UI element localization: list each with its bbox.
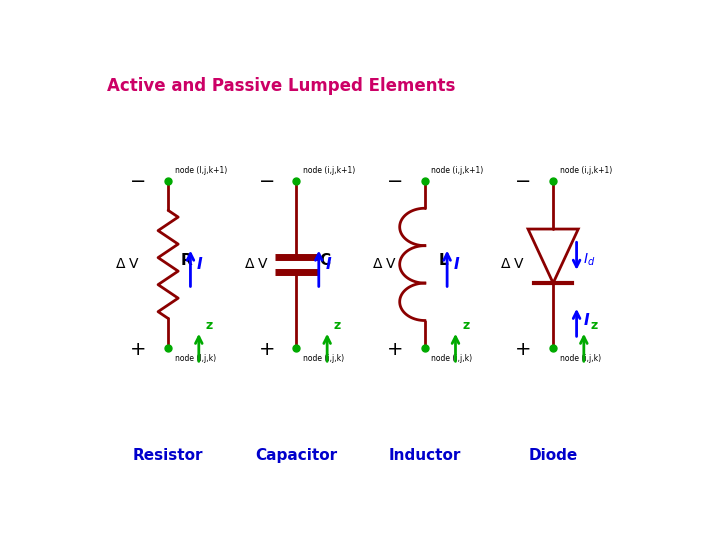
Text: node (I,j,k+1): node (I,j,k+1) <box>175 166 227 175</box>
Text: node (i,j,k+1): node (i,j,k+1) <box>560 166 612 175</box>
Text: node (i,j,k): node (i,j,k) <box>303 354 344 363</box>
Text: $+$: $+$ <box>514 340 531 359</box>
Text: $+$: $+$ <box>130 340 145 359</box>
Text: z: z <box>462 319 469 332</box>
Text: $-$: $-$ <box>386 170 402 188</box>
Text: I: I <box>583 313 589 328</box>
Text: $\Delta$ V: $\Delta$ V <box>500 258 526 272</box>
Text: z: z <box>590 319 598 332</box>
Text: L: L <box>438 253 449 268</box>
Text: $\Delta$ V: $\Delta$ V <box>372 258 397 272</box>
Text: $\Delta$ V: $\Delta$ V <box>243 258 269 272</box>
Text: $-$: $-$ <box>130 170 145 188</box>
Text: C: C <box>319 253 330 268</box>
Text: Active and Passive Lumped Elements: Active and Passive Lumped Elements <box>107 77 455 95</box>
Text: z: z <box>334 319 341 332</box>
Text: $\Delta$ V: $\Delta$ V <box>115 258 140 272</box>
Text: $-$: $-$ <box>258 170 274 188</box>
Text: node (i,j,k): node (i,j,k) <box>431 354 472 363</box>
Text: Resistor: Resistor <box>133 448 203 463</box>
Text: I: I <box>454 257 459 272</box>
Text: Inductor: Inductor <box>389 448 461 463</box>
Text: node (i,j,k+1): node (i,j,k+1) <box>303 166 356 175</box>
Text: I: I <box>197 257 203 272</box>
Polygon shape <box>528 229 578 283</box>
Text: $I_d$: $I_d$ <box>583 252 595 268</box>
Text: $+$: $+$ <box>386 340 402 359</box>
Text: node (i,j,k+1): node (i,j,k+1) <box>431 166 484 175</box>
Text: node (i,j,k): node (i,j,k) <box>560 354 601 363</box>
Text: Diode: Diode <box>528 448 577 463</box>
Text: Capacitor: Capacitor <box>256 448 338 463</box>
Text: z: z <box>205 319 212 332</box>
Text: R: R <box>181 253 192 268</box>
Text: $+$: $+$ <box>258 340 274 359</box>
Text: I: I <box>325 257 331 272</box>
Text: node (I,j,k): node (I,j,k) <box>175 354 216 363</box>
Text: $-$: $-$ <box>514 170 531 188</box>
